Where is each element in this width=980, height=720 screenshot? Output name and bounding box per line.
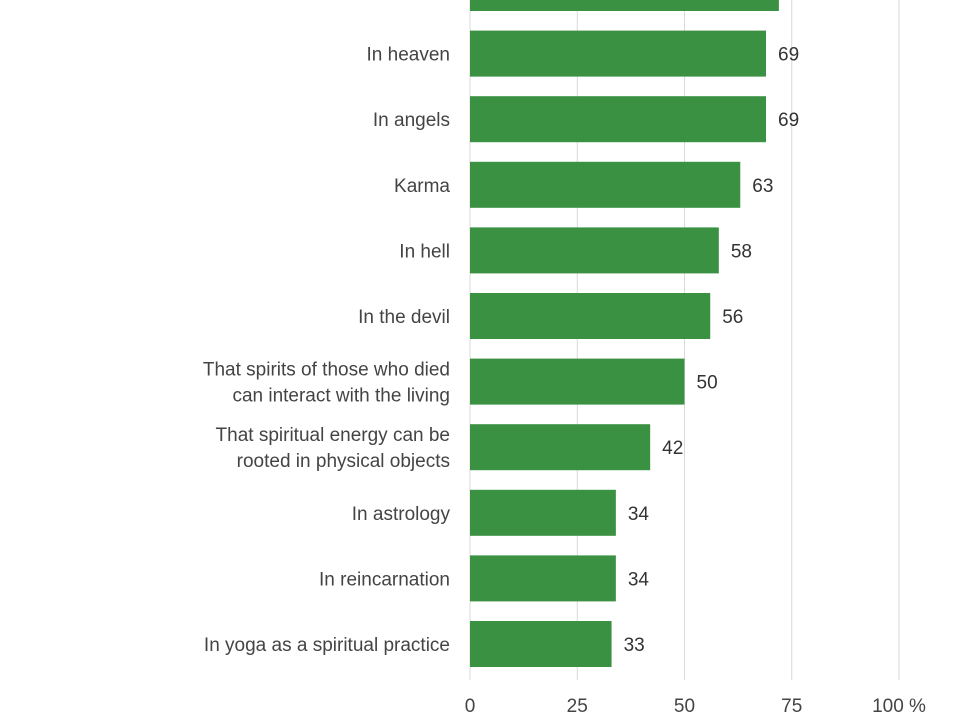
category-label: In yoga as a spiritual practice bbox=[204, 635, 450, 656]
data-label: 63 bbox=[752, 176, 773, 197]
x-tick-label: 75 bbox=[781, 696, 802, 717]
bar bbox=[470, 293, 711, 339]
category-label: In astrology bbox=[352, 504, 451, 525]
data-label: 34 bbox=[628, 569, 650, 590]
bar bbox=[470, 555, 616, 602]
category-label: That spirits of those who died can intera… bbox=[203, 360, 450, 407]
bar bbox=[470, 424, 651, 471]
bar bbox=[470, 358, 685, 405]
x-tick-label: 25 bbox=[567, 696, 588, 717]
data-label: 34 bbox=[628, 504, 650, 525]
category-label: In reincarnation bbox=[319, 569, 450, 590]
x-axis-ticks: 0 25 50 75 100 % bbox=[465, 696, 926, 717]
category-label: Karma bbox=[394, 176, 450, 197]
data-label: 69 bbox=[778, 45, 799, 66]
bar bbox=[470, 161, 741, 208]
data-label: 58 bbox=[731, 241, 752, 262]
category-labels: In heaven In angels Karma In hell In the dev… bbox=[203, 45, 451, 656]
data-label: 50 bbox=[697, 373, 718, 394]
x-tick-label: 50 bbox=[674, 696, 695, 717]
bar bbox=[470, 0, 779, 11]
data-label: 69 bbox=[778, 110, 799, 131]
bars bbox=[470, 0, 779, 667]
bar bbox=[470, 621, 612, 667]
category-label: In the devil bbox=[358, 307, 450, 328]
bar bbox=[470, 30, 767, 77]
category-label: In heaven bbox=[367, 45, 450, 66]
value-labels: 69 69 63 58 56 50 42 34 34 33 bbox=[624, 45, 800, 656]
bar bbox=[470, 96, 767, 143]
data-label: 42 bbox=[662, 438, 683, 459]
x-tick-label: 0 bbox=[465, 696, 476, 717]
category-label: In angels bbox=[373, 110, 450, 131]
x-tick-label: 100 % bbox=[872, 696, 926, 717]
category-label: That spiritual energy can be rooted in ph… bbox=[216, 425, 450, 472]
bar bbox=[470, 489, 616, 536]
data-label: 56 bbox=[722, 307, 743, 328]
bar bbox=[470, 227, 719, 274]
category-label: In hell bbox=[399, 241, 450, 262]
data-label: 33 bbox=[624, 635, 645, 656]
